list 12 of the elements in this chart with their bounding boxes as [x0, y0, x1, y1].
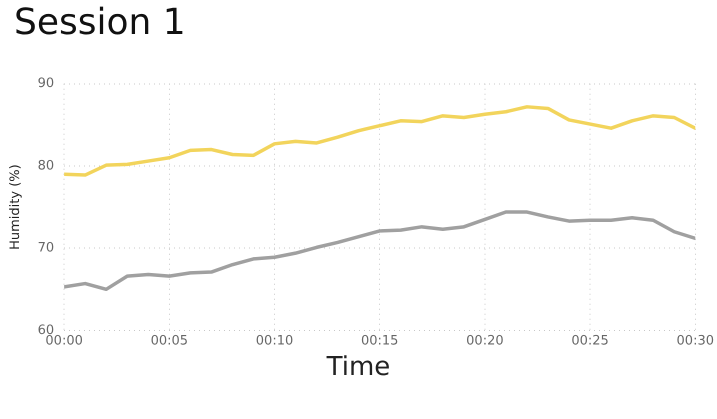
chart-title: Session 1: [14, 2, 186, 43]
x-tick-label: 00:30: [676, 334, 714, 349]
x-axis-title: Time: [326, 352, 392, 382]
x-tick-label: 00:05: [150, 334, 188, 349]
x-tick-label: 00:15: [360, 334, 398, 349]
y-tick-label: 80: [38, 158, 54, 174]
x-tick-label: 00:10: [256, 334, 294, 349]
y-tick-label: 70: [38, 240, 54, 256]
x-tick-label: 00:25: [571, 334, 609, 349]
x-tick-label: 00:20: [466, 334, 504, 349]
y-tick-label: 90: [38, 76, 54, 92]
y-axis-title: Humidity (%): [8, 164, 24, 250]
